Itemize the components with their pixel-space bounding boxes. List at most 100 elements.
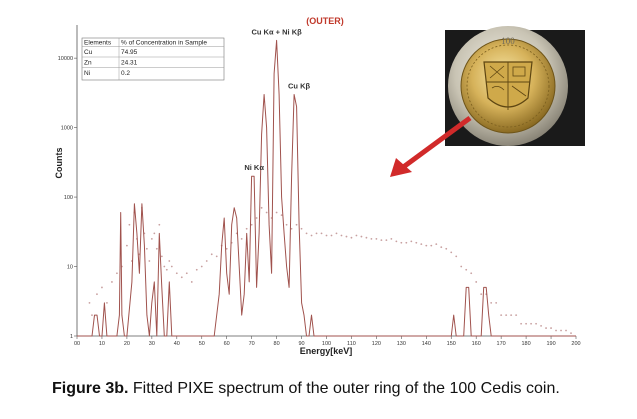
- x-tick-label: 170: [497, 341, 506, 347]
- data-point: [520, 322, 523, 325]
- x-tick-label: 00: [74, 341, 80, 347]
- data-point: [550, 327, 552, 329]
- x-tick-label: 160: [472, 341, 481, 347]
- data-point: [210, 253, 213, 256]
- x-tick-label: 80: [274, 341, 280, 347]
- data-point: [545, 327, 547, 329]
- y-tick-group: 1 10 100 1000 10000: [58, 56, 77, 340]
- data-point: [415, 241, 418, 244]
- data-point: [240, 237, 243, 240]
- x-axis-label: Energy[keV]: [300, 346, 353, 356]
- data-point: [490, 301, 493, 304]
- peak-label: Ni Kα: [244, 163, 264, 172]
- data-point: [335, 232, 338, 235]
- data-point: [555, 329, 557, 332]
- data-point: [340, 234, 343, 237]
- data-point: [355, 234, 358, 237]
- data-point: [101, 286, 103, 289]
- x-tick-label: 100: [322, 341, 331, 347]
- data-point: [330, 234, 333, 237]
- data-point: [265, 211, 268, 214]
- data-point: [450, 251, 453, 254]
- data-point: [315, 232, 318, 235]
- data-point: [525, 322, 527, 325]
- data-point: [360, 235, 363, 238]
- x-tick-label: 190: [546, 341, 555, 347]
- data-point: [158, 223, 161, 226]
- plot-area: 00 10 20 30 40 50 60 70 80 90 100 110 120 130 140 150 16…: [58, 25, 581, 347]
- data-point: [345, 235, 348, 238]
- data-point: [365, 236, 368, 239]
- peak-annotations: Cu Kα + Ni Kβ Ni Kα Cu Kβ: [244, 27, 310, 172]
- y-tick-label: 1000: [61, 126, 73, 132]
- table-header-concentration: % of Concentration in Sample: [121, 40, 207, 47]
- data-point: [350, 236, 353, 239]
- scatter-points: [88, 206, 572, 335]
- data-point: [400, 241, 403, 244]
- data-point: [260, 206, 263, 209]
- data-point: [560, 329, 562, 332]
- data-point: [530, 322, 532, 325]
- data-point: [163, 265, 166, 268]
- data-point: [440, 246, 443, 249]
- data-point: [128, 223, 131, 226]
- table-cell-element: Zn: [84, 60, 92, 67]
- data-point: [380, 239, 383, 242]
- x-tick-label: 50: [199, 341, 205, 347]
- data-point: [111, 281, 113, 283]
- data-point: [465, 268, 468, 271]
- x-tick-group: 00 10 20 30 40 50 60 70 80 90 100 110 120 130 140 150 16…: [74, 336, 581, 347]
- x-tick-label: 120: [372, 341, 381, 347]
- data-point: [475, 281, 478, 283]
- x-tick-label: 10: [99, 341, 105, 347]
- x-tick-label: 130: [397, 341, 406, 347]
- data-point: [215, 255, 218, 258]
- data-point: [165, 268, 168, 271]
- x-tick-label: 20: [124, 341, 130, 347]
- table-cell-element: Ni: [84, 70, 90, 77]
- x-tick-label: 150: [447, 341, 456, 347]
- x-tick-label: 180: [522, 341, 531, 347]
- x-tick-label: 30: [149, 341, 155, 347]
- series-line: [77, 39, 576, 337]
- data-point: [445, 247, 448, 250]
- data-point: [540, 324, 542, 327]
- data-point: [225, 247, 228, 250]
- data-point: [88, 301, 91, 304]
- data-point: [385, 239, 388, 242]
- figure-caption: Figure 3b. Fitted PIXE spectrum of the o…: [52, 380, 637, 398]
- data-point: [375, 237, 378, 240]
- data-point: [280, 214, 283, 217]
- table-cell-value: 0.2: [121, 70, 130, 77]
- data-point: [425, 244, 428, 247]
- data-point: [150, 237, 153, 240]
- data-point: [395, 240, 398, 243]
- y-tick-label: 10: [67, 265, 73, 271]
- data-point: [390, 237, 393, 240]
- data-point: [200, 265, 203, 268]
- data-point: [305, 232, 308, 235]
- data-point: [153, 232, 156, 235]
- data-point: [175, 272, 178, 275]
- x-tick-label: 60: [224, 341, 230, 347]
- data-point: [205, 260, 208, 262]
- data-point: [91, 314, 93, 316]
- data-point: [480, 293, 483, 296]
- x-tick-label: 110: [347, 341, 356, 347]
- chart-title: (OUTER): [306, 16, 344, 26]
- data-point: [190, 281, 193, 283]
- data-point: [420, 243, 423, 246]
- y-tick-label: 1: [70, 334, 73, 340]
- data-point: [470, 272, 473, 275]
- x-tick-label: 40: [174, 341, 180, 347]
- data-point: [185, 272, 188, 275]
- x-tick-label: 140: [422, 341, 431, 347]
- data-point: [565, 329, 567, 332]
- data-point: [430, 244, 433, 247]
- data-point: [460, 265, 463, 268]
- data-point: [570, 332, 572, 335]
- data-point: [160, 255, 163, 258]
- data-point: [300, 227, 303, 230]
- data-point: [455, 255, 458, 258]
